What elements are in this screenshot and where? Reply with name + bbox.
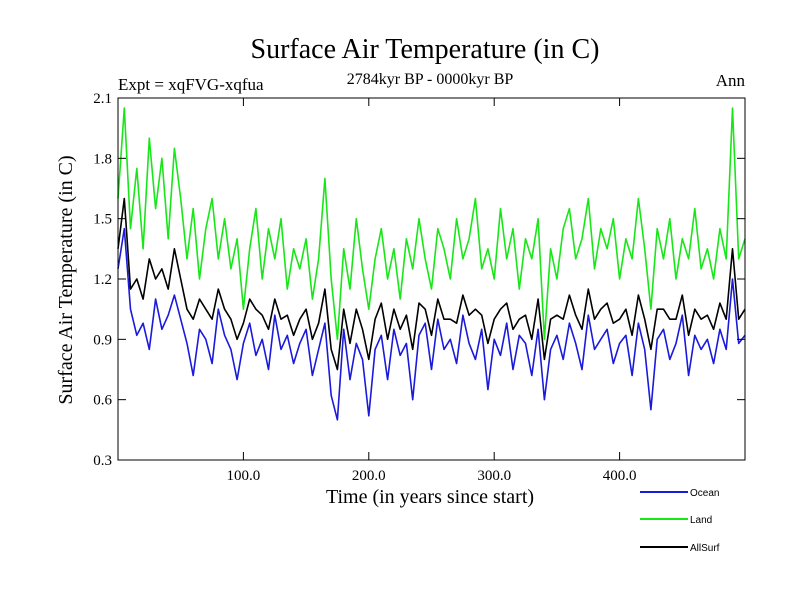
chart-title: Surface Air Temperature (in C) xyxy=(251,34,600,65)
ticks-layer: 100.0 200.0 300.0 400.0 0.3 0.6 0.9 1.2 1.5 1.8 2.… xyxy=(93,91,745,484)
y-tick-label: 2.1 xyxy=(93,91,112,107)
legend-label-allsurf: AllSurf xyxy=(690,543,720,554)
legend: Ocean Land AllSurf xyxy=(640,488,720,554)
y-tick-label: 1.2 xyxy=(93,272,112,288)
series-line-ocean xyxy=(117,227,746,421)
legend-label-land: Land xyxy=(690,515,712,526)
y-tick-label: 0.6 xyxy=(93,393,112,409)
x-tick-label: 200.0 xyxy=(352,468,386,484)
series-layer xyxy=(117,107,746,421)
chart-subtitle: 2784kyr BP - 0000kyr BP xyxy=(347,71,514,88)
x-axis-label: Time (in years since start) xyxy=(326,486,534,508)
legend-label-ocean: Ocean xyxy=(690,488,719,499)
x-tick-label: 100.0 xyxy=(227,468,261,484)
series-line-land xyxy=(117,107,746,341)
x-tick-label: 400.0 xyxy=(603,468,637,484)
y-tick-label: 0.3 xyxy=(93,453,112,469)
y-tick-label: 1.8 xyxy=(93,151,112,167)
series-line-allsurf xyxy=(117,197,746,371)
y-tick-label: 1.5 xyxy=(93,212,112,228)
experiment-label: Expt = xqFVG-xqfua xyxy=(118,75,264,94)
y-tick-label: 0.9 xyxy=(93,332,112,348)
y-axis-label: Surface Air Temperature (in C) xyxy=(55,155,77,404)
season-label: Ann xyxy=(716,71,746,90)
x-tick-label: 300.0 xyxy=(477,468,511,484)
